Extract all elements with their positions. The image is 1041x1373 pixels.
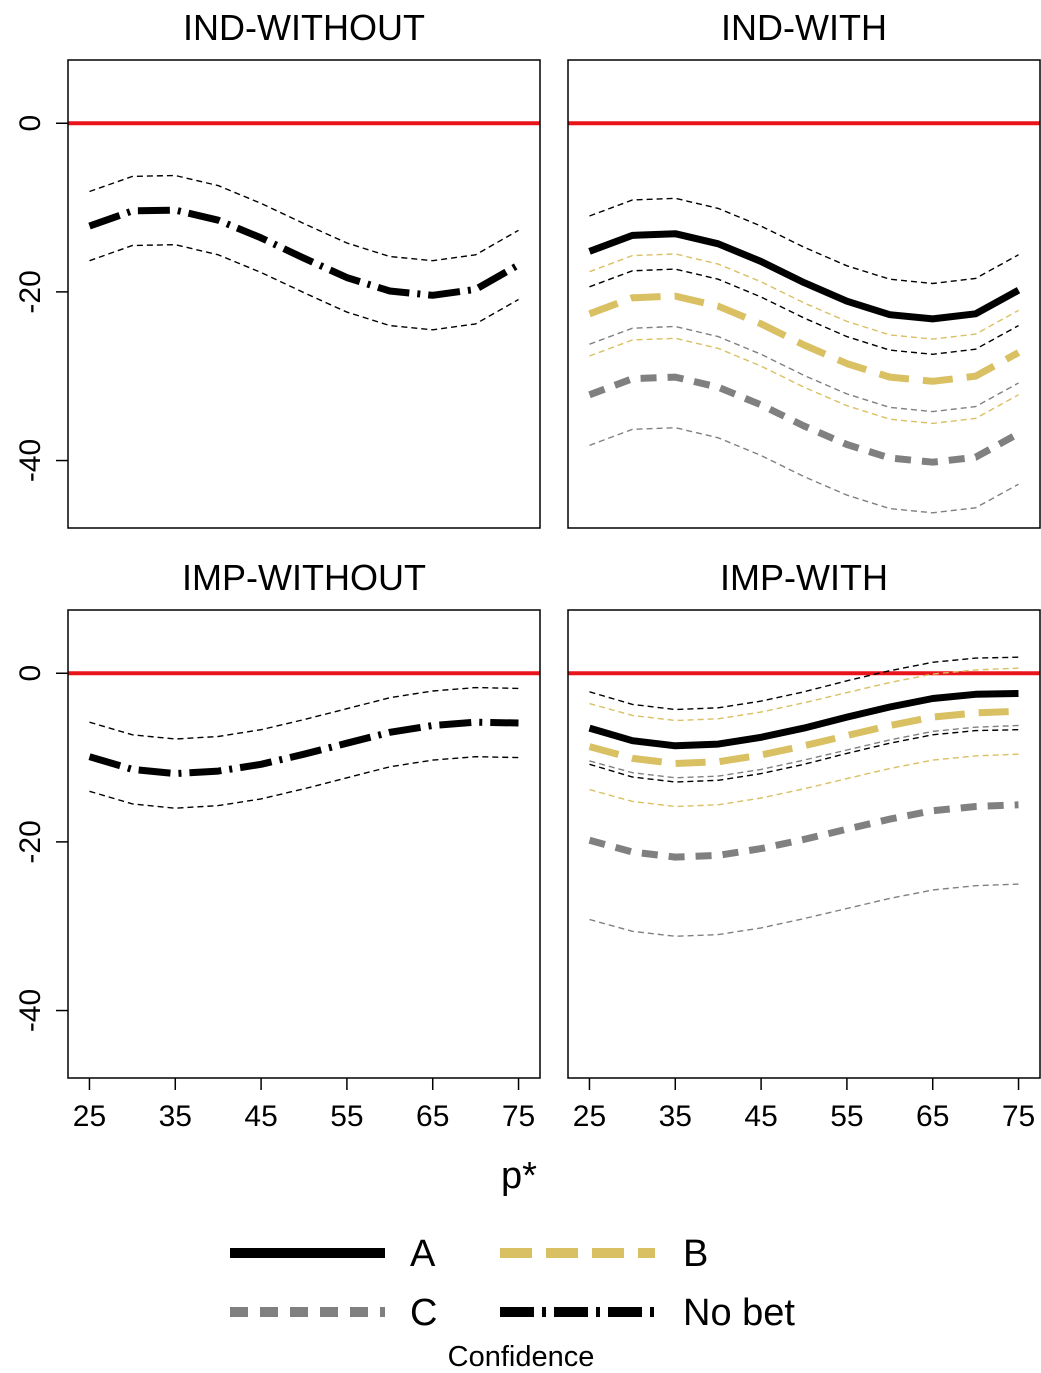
series-line-no-bet — [88, 206, 521, 299]
y-tick-label: 0 — [14, 665, 47, 682]
series-line-b — [588, 707, 1019, 767]
ci-upper-c — [589, 325, 1019, 413]
y-tick-label: -20 — [14, 820, 47, 863]
ci-lower-c — [589, 883, 1019, 938]
y-tick-label: -40 — [14, 439, 47, 482]
panel-title: IMP-WITH — [720, 557, 888, 598]
panel-title: IND-WITHOUT — [183, 7, 425, 48]
panel-frame — [567, 59, 1041, 529]
x-tick-label: 55 — [330, 1100, 363, 1133]
ci-lower-no-bet — [89, 243, 519, 331]
plot-area — [568, 121, 1040, 514]
x-tick-label: 35 — [659, 1100, 692, 1133]
series-line-a — [588, 690, 1019, 750]
series-line-a — [588, 230, 1021, 323]
x-tick-label: 65 — [416, 1100, 449, 1133]
x-axis-label: p* — [501, 1155, 537, 1197]
panel-title: IND-WITH — [721, 7, 887, 48]
x-tick-label: 65 — [916, 1100, 949, 1133]
series-line-no-bet — [88, 718, 519, 778]
x-tick-label: 25 — [573, 1100, 606, 1133]
panel-title: IMP-WITHOUT — [182, 557, 426, 598]
panel-ind-with: IND-WITH — [567, 7, 1041, 529]
ci-upper-no-bet — [89, 686, 519, 740]
x-tick-label: 45 — [744, 1100, 777, 1133]
ci-upper-a — [589, 656, 1019, 711]
ci-upper-no-bet — [89, 174, 519, 262]
legend-title: Confidence — [448, 1341, 595, 1373]
plot-area — [68, 671, 540, 809]
panel-imp-without: IMP-WITHOUT 0 -20 -40 25 35 45 55 65 75 — [14, 557, 541, 1133]
panel-frame — [67, 609, 541, 1079]
panel-imp-with: IMP-WITH 25 35 45 55 65 75 — [567, 557, 1041, 1133]
ci-lower-no-bet — [89, 755, 519, 809]
x-tick-label: 45 — [244, 1100, 277, 1133]
x-tick-label: 55 — [830, 1100, 863, 1133]
series-line-c — [588, 373, 1021, 466]
plot-area — [568, 656, 1040, 938]
x-tick-label: 35 — [159, 1100, 192, 1133]
ci-upper-b — [589, 253, 1019, 340]
panel-frame — [67, 59, 541, 529]
ci-upper-b — [589, 667, 1019, 722]
y-tick-label: -40 — [14, 989, 47, 1032]
legend-label-b: B — [683, 1233, 708, 1275]
x-tick-label: 75 — [1002, 1100, 1035, 1133]
x-tick-label: 75 — [502, 1100, 535, 1133]
panel-frame — [567, 609, 1041, 1079]
series-line-b — [588, 292, 1021, 385]
ci-upper-c — [589, 724, 1019, 779]
ci-lower-b — [589, 753, 1019, 808]
y-tick-label: -20 — [14, 270, 47, 313]
ci-lower-a — [589, 268, 1019, 356]
legend-label-no-bet: No bet — [683, 1292, 795, 1334]
ci-lower-c — [589, 426, 1019, 514]
ci-upper-a — [589, 197, 1019, 285]
series-line-c — [588, 801, 1019, 861]
legend: A B C No bet Confidence — [230, 1233, 795, 1373]
legend-label-c: C — [410, 1292, 437, 1334]
y-tick-label: 0 — [14, 115, 47, 132]
plot-area — [68, 121, 540, 331]
x-tick-label: 25 — [73, 1100, 106, 1133]
ci-lower-a — [589, 729, 1019, 783]
legend-label-a: A — [410, 1233, 436, 1275]
panels: IND-WITHOUT 0 -20 -40 IND-WITH IMP-WITHOUT 0 -2… — [14, 7, 1041, 1133]
panel-ind-without: IND-WITHOUT 0 -20 -40 — [14, 7, 541, 529]
ci-lower-b — [589, 337, 1019, 425]
